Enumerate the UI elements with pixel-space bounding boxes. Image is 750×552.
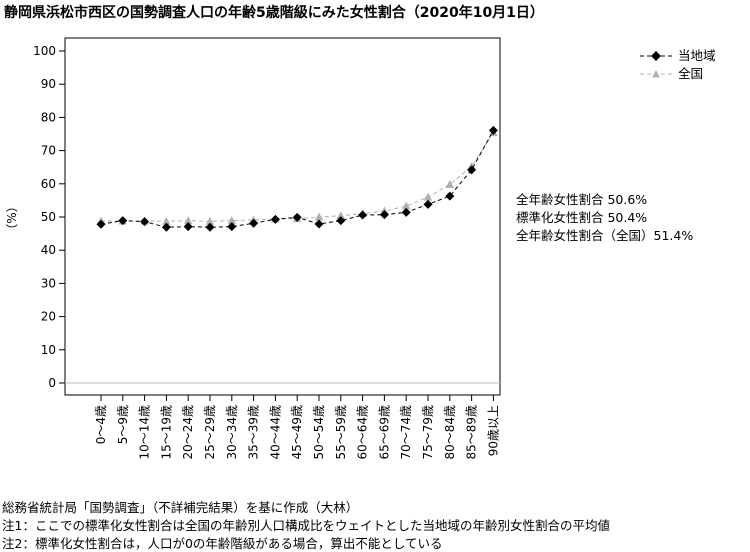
x-tick-label: 0～4歳 [94, 405, 108, 444]
footer-note-2: 注2：標準化女性割合は，人口が0の年齢階級がある場合，算出不能としている [2, 536, 443, 551]
data-point-local [205, 222, 215, 232]
plot-area [64, 37, 501, 396]
data-point-national [162, 216, 171, 225]
data-point-local [161, 222, 171, 232]
y-tick-label: 80 [41, 110, 56, 124]
data-point-local [445, 191, 455, 201]
data-point-local [336, 216, 346, 226]
footer-note-1: 注1：ここでの標準化女性割合は全国の年齢別人口構成比をウェイトとした当地域の年齢… [2, 518, 610, 533]
data-point-local [314, 219, 324, 229]
data-point-local [292, 212, 302, 222]
x-tick-label: 50～54歳 [312, 405, 326, 460]
data-point-local [183, 222, 193, 232]
data-point-local [358, 210, 368, 220]
x-tick-label: 85～89歳 [465, 405, 479, 460]
data-point-national [314, 212, 324, 221]
series-line-local [100, 130, 494, 228]
y-tick-label: 70 [41, 144, 56, 158]
x-tick-label: 70～74歳 [399, 405, 413, 460]
data-point-national [184, 216, 193, 225]
data-point-national [445, 179, 454, 188]
x-tick-label: 20～24歳 [181, 405, 195, 460]
x-tick-label: 80～84歳 [443, 405, 457, 460]
data-point-national [423, 192, 433, 201]
data-point-local [249, 218, 259, 228]
legend-marker-national [652, 70, 660, 78]
series-layer [96, 125, 498, 232]
legend: 当地域 全国 [640, 48, 716, 81]
stat-all-ages-national: 全年齢女性割合（全国）51.4% [516, 228, 693, 243]
data-point-national [336, 211, 345, 220]
data-point-local [467, 165, 477, 175]
y-tick-label: 20 [41, 310, 56, 324]
footer-source: 総務省統計局「国勢調査」（不詳補完結果）を基に作成（大林） [2, 500, 359, 515]
x-tick-label: 30～34歳 [225, 405, 239, 460]
x-tick-label: 25～29歳 [203, 405, 217, 460]
data-point-local [401, 207, 411, 217]
stat-all-ages: 全年齢女性割合 50.6% [516, 192, 647, 207]
chart-title: 静岡県浜松市西区の国勢調査人口の年齢5歳階級にみた女性割合（2020年10月1日… [4, 5, 544, 21]
stat-annotations: 全年齢女性割合 50.6% 標準化女性割合 50.4% 全年齢女性割合（全国）5… [516, 192, 693, 243]
data-point-local [488, 125, 498, 135]
x-tick-label: 35～39歳 [247, 405, 261, 460]
x-tick-label: 10～14歳 [138, 405, 152, 460]
data-point-local [227, 222, 237, 232]
legend-label-local: 当地域 [678, 48, 716, 63]
x-tick-label: 60～64歳 [356, 405, 370, 460]
y-axis-label: （%） [5, 200, 19, 235]
data-point-national [205, 216, 215, 225]
y-tick-label: 90 [41, 77, 56, 91]
y-tick-label: 0 [48, 376, 56, 390]
data-point-national [227, 216, 236, 225]
stat-standardized: 標準化女性割合 50.4% [516, 210, 647, 225]
legend-label-national: 全国 [678, 66, 703, 81]
x-tick-label: 75～79歳 [421, 405, 435, 460]
x-tick-label: 5～9歳 [116, 405, 130, 444]
y-tick-label: 50 [41, 210, 56, 224]
x-tick-label: 55～59歳 [334, 405, 348, 460]
data-point-local [140, 217, 150, 227]
data-point-local [270, 214, 280, 224]
y-tick-label: 100 [33, 44, 56, 58]
y-tick-label: 60 [41, 177, 56, 191]
x-tick-label: 90歳以上 [486, 405, 500, 456]
y-axis: 0 10 20 30 40 50 60 70 80 90 100 [33, 44, 65, 390]
series-line-national [101, 132, 494, 222]
y-tick-label: 10 [41, 343, 56, 357]
x-tick-label: 65～69歳 [377, 405, 391, 460]
data-point-local [118, 216, 128, 226]
data-point-local [96, 219, 106, 229]
legend-marker-local [651, 51, 661, 61]
x-tick-label: 40～44歳 [268, 405, 282, 460]
data-point-national [402, 201, 411, 210]
x-tick-label: 45～49歳 [290, 405, 304, 460]
data-point-local [423, 199, 433, 209]
x-axis: 0～4歳 5～9歳 10～14歳 15～19歳 20～24歳 25～29歳 30～34歳 35… [94, 395, 500, 460]
y-tick-label: 40 [41, 243, 56, 257]
data-point-local [379, 210, 389, 220]
y-tick-label: 30 [41, 276, 56, 290]
x-tick-label: 15～19歳 [159, 405, 173, 460]
